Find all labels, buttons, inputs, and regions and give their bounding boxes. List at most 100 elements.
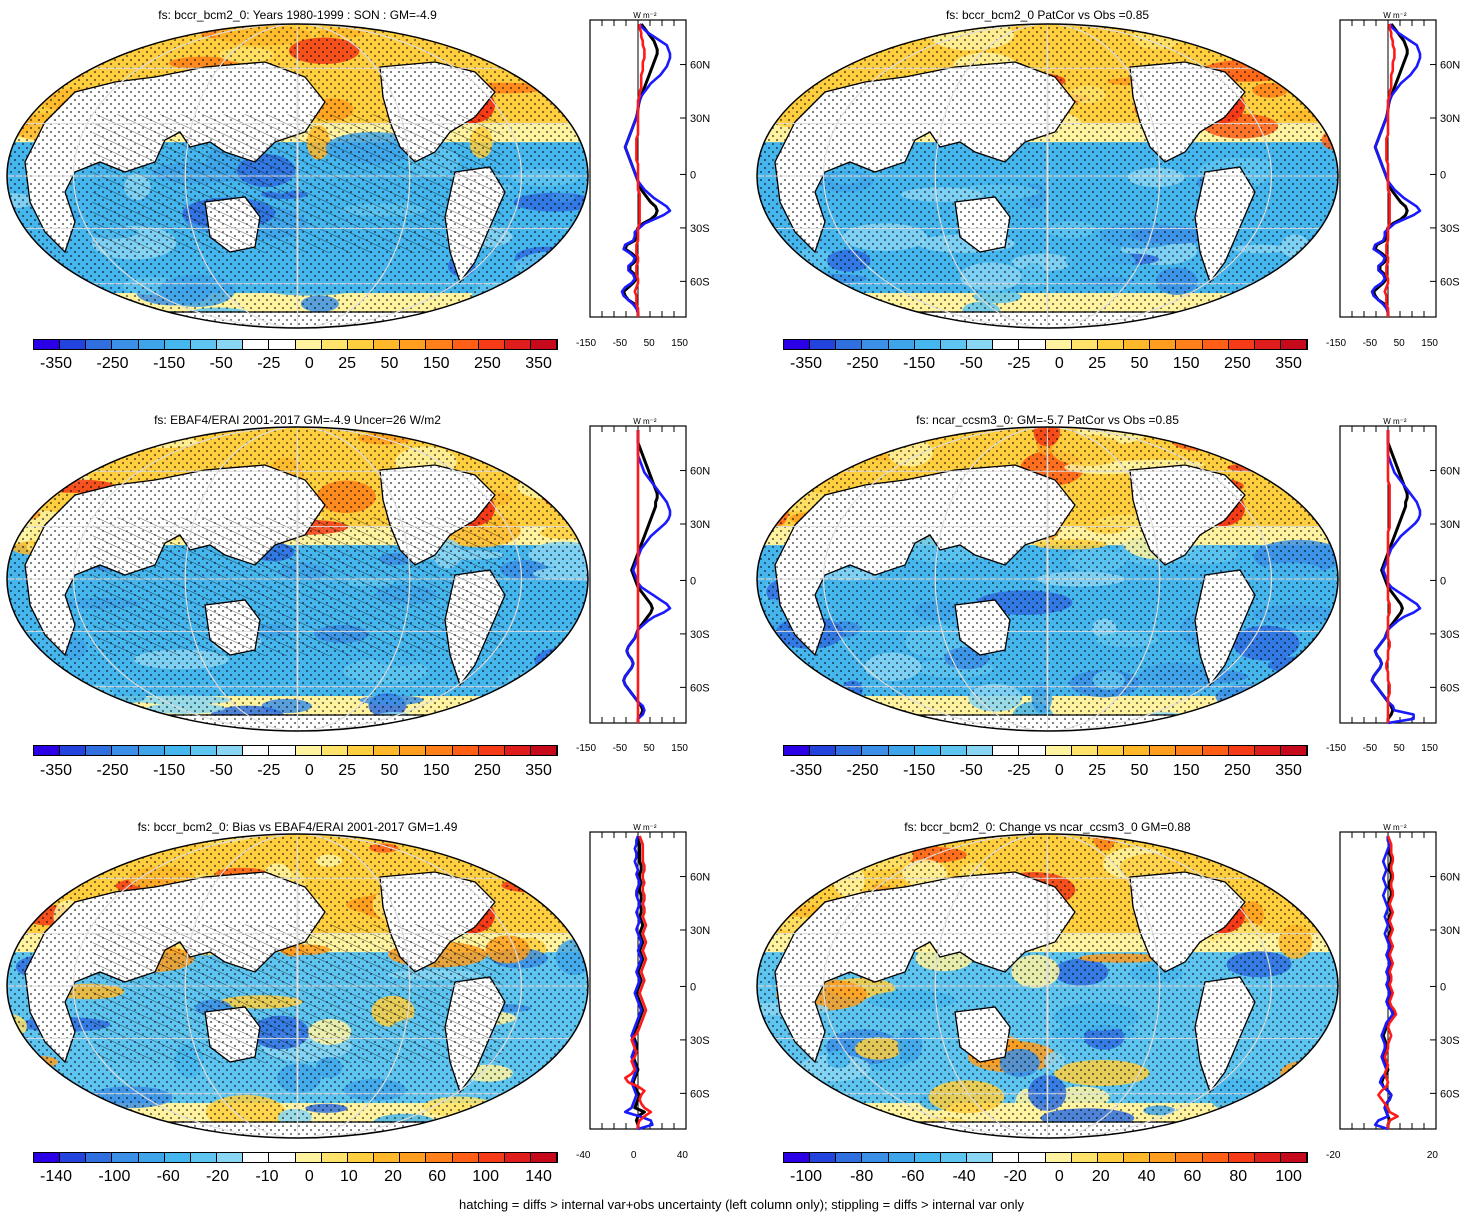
latitude-label: 60N <box>690 872 710 884</box>
latitude-label: 30N <box>690 113 710 125</box>
colorbar <box>33 745 558 756</box>
colorbar-swatch <box>1228 1153 1255 1162</box>
colorbar-swatch <box>993 1153 1020 1162</box>
colorbar-labels: -350 -250 -150 -50 -25 0 25 50 150 250 350 <box>790 355 1302 373</box>
zonal-mean-plot: W m⁻² 60N 30N 0 30S 60S <box>589 417 710 724</box>
zonal-x-tick-label: -50 <box>1362 338 1378 349</box>
colorbar-tick-label: 50 <box>1130 355 1149 372</box>
colorbar-swatch <box>190 340 218 349</box>
latitude-label: 60N <box>690 466 710 478</box>
panel-title: fs: bccr_bcm2_0: Change vs ncar_ccsm3_0 … <box>904 820 1191 834</box>
latitude-label: 0 <box>1440 169 1446 181</box>
colorbar-labels: -140 -100 -60 -20 -10 0 10 20 60 100 140 <box>40 1168 552 1186</box>
colorbar-swatch <box>243 746 270 755</box>
colorbar-swatch <box>810 340 837 349</box>
latitude-label: 30N <box>1440 925 1460 937</box>
colorbar-swatch <box>34 746 61 755</box>
units-label: W m⁻² <box>633 11 657 20</box>
latitude-label: 30S <box>690 223 710 235</box>
colorbar-swatch <box>530 1153 558 1162</box>
zonal-x-tick-label: -150 <box>1326 338 1347 349</box>
latitude-label: 60S <box>1440 276 1460 288</box>
colorbar-swatch <box>504 1153 531 1162</box>
colorbar-swatch <box>347 746 375 755</box>
colorbar-tick-label: -25 <box>257 762 281 779</box>
colorbar-tick-label: 350 <box>525 762 552 779</box>
colorbar-swatch <box>347 340 375 349</box>
zonal-mean-plot: W m⁻² 60N 30N 0 30S 60S <box>589 823 710 1131</box>
colorbar-swatch <box>888 746 915 755</box>
colorbar-swatch <box>1280 340 1308 349</box>
latitude-label: 0 <box>690 169 696 181</box>
colorbar-tick-label: -25 <box>257 355 281 372</box>
zonal-mean-line <box>1380 836 1396 1129</box>
colorbar-swatch <box>1228 746 1255 755</box>
colorbar-swatch <box>295 746 322 755</box>
zonal-mean-line <box>622 23 659 317</box>
colorbar <box>783 339 1308 350</box>
zonal-x-tick-label: 50 <box>643 338 655 349</box>
colorbar-swatch <box>1019 746 1046 755</box>
colorbar-swatch <box>112 746 139 755</box>
colorbar-swatch <box>426 1153 453 1162</box>
zonal-x-tick-label: 40 <box>676 1150 688 1161</box>
colorbar-tick-label: -250 <box>96 762 129 779</box>
latitude-label: 60N <box>1440 872 1460 884</box>
colorbar <box>33 1152 558 1163</box>
colorbar-tick-label: 0 <box>1054 1168 1064 1185</box>
colorbar-swatch <box>86 1153 113 1162</box>
colorbar-swatch <box>60 1153 87 1162</box>
latitude-label: 30N <box>690 925 710 937</box>
colorbar-swatch <box>1124 1153 1151 1162</box>
zonal-x-tick-label: -40 <box>576 1150 591 1161</box>
colorbar-swatch <box>836 340 863 349</box>
zonal-mean-plot: W m⁻² 60N 30N 0 30S 60S <box>589 11 710 318</box>
colorbar-tick-label: -150 <box>903 762 936 779</box>
colorbar-tick-label: -60 <box>156 1168 180 1185</box>
colorbar-swatch <box>1202 1153 1229 1162</box>
panel-title: fs: EBAF4/ERAI 2001-2017 GM=-4.9 Uncer=2… <box>154 413 441 427</box>
colorbar-swatch <box>1071 746 1098 755</box>
colorbar <box>783 1152 1308 1163</box>
colorbar-tick-label: 350 <box>525 355 552 372</box>
zonal-x-tick-label: -50 <box>1362 743 1378 754</box>
latitude-label: 30S <box>1440 629 1460 641</box>
zonal-x-tick-label: 50 <box>643 743 655 754</box>
colorbar-swatch <box>426 746 453 755</box>
zonal-x-tick-labels: -150 -50 50 150 <box>576 338 688 349</box>
latitude-label: 30S <box>690 1035 710 1047</box>
colorbar-swatch <box>1150 340 1177 349</box>
colorbar-tick-label: 100 <box>472 1168 499 1185</box>
colorbar-swatch <box>243 340 270 349</box>
colorbar-swatch <box>1097 746 1125 755</box>
zonal-mean-line <box>1383 24 1396 317</box>
colorbar-tick-label: 60 <box>428 1168 446 1185</box>
colorbar-tick-label: -350 <box>40 762 73 779</box>
latitude-label: 30S <box>1440 1035 1460 1047</box>
latitude-label: 60N <box>1440 60 1460 72</box>
colorbar-swatch <box>478 1153 505 1162</box>
footer-caption: hatching = diffs > internal var+obs unce… <box>459 1197 1024 1212</box>
zonal-x-tick-labels: -150 -50 50 150 <box>1326 743 1438 754</box>
units-label: W m⁻² <box>633 823 657 832</box>
world-map <box>6 23 589 329</box>
colorbar-tick-label: -40 <box>952 1168 976 1185</box>
latitude-label: 0 <box>1440 981 1446 993</box>
latitude-label: 30N <box>690 519 710 531</box>
colorbar-swatch <box>1150 1153 1177 1162</box>
colorbar-swatch <box>295 1153 322 1162</box>
latitude-label: 30N <box>1440 113 1460 125</box>
colorbar-swatch <box>269 746 296 755</box>
colorbar-swatch <box>269 1153 296 1162</box>
colorbar-tick-label: 40 <box>1137 1168 1156 1185</box>
colorbar-swatch <box>993 746 1020 755</box>
colorbar-swatch <box>34 1153 61 1162</box>
colorbar-tick-label: -350 <box>40 355 73 372</box>
zonal-mean-line <box>1370 430 1409 723</box>
zonal-x-tick-label: 150 <box>1421 338 1438 349</box>
zonal-mean-line <box>623 835 653 1129</box>
zonal-x-tick-label: 50 <box>1393 743 1405 754</box>
colorbar-tick-label: -150 <box>153 355 186 372</box>
zonal-mean-line <box>1385 430 1391 723</box>
latitude-label: 0 <box>1440 575 1446 587</box>
